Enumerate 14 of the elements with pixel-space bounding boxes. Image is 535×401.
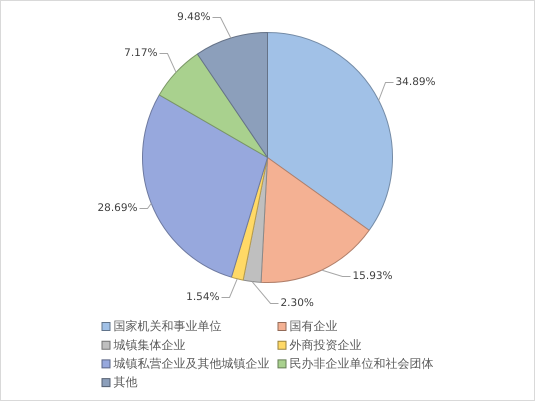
data-label: 34.89% <box>396 76 436 88</box>
data-label: 2.30% <box>280 297 314 310</box>
legend-label: 其他 <box>114 375 138 390</box>
legend-label: 城镇私营企业及其他城镇企业 <box>112 356 270 371</box>
data-label: 7.17% <box>124 47 158 60</box>
data-label: 15.93% <box>352 270 393 282</box>
legend-label: 外商投资企业 <box>290 338 362 352</box>
legend-label: 城镇集体企业 <box>112 338 186 352</box>
legend-label: 民办非企业单位和社会团体 <box>290 356 434 371</box>
data-label: 9.48% <box>177 11 211 24</box>
legend-label: 国有企业 <box>290 319 338 334</box>
data-label: 1.54% <box>186 291 220 304</box>
data-label: 28.69% <box>97 202 138 214</box>
legend-label: 国家机关和事业单位 <box>114 319 222 334</box>
